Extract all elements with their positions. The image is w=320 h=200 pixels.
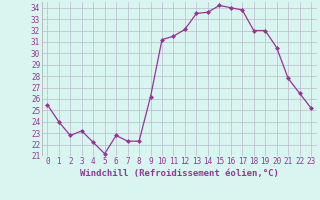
X-axis label: Windchill (Refroidissement éolien,°C): Windchill (Refroidissement éolien,°C) xyxy=(80,169,279,178)
